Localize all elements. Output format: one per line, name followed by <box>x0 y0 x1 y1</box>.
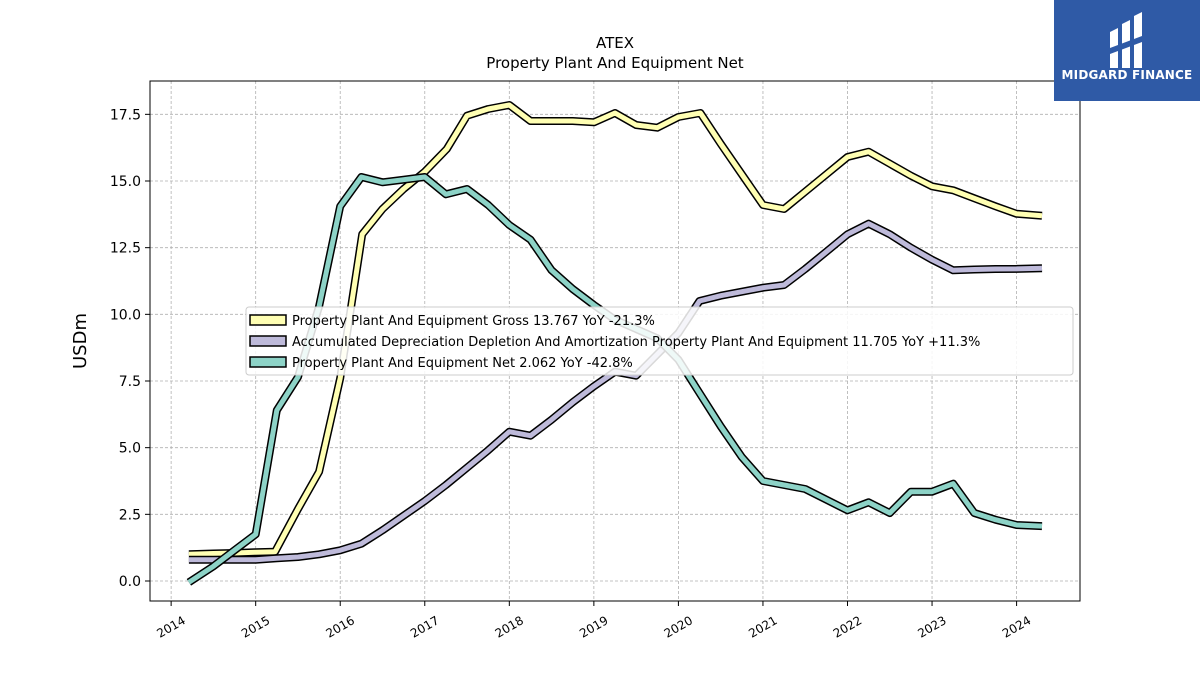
logo-mark-icon <box>1110 12 1142 68</box>
logo-text: MIDGARD FINANCE <box>1061 68 1193 82</box>
x-tick-label: 2018 <box>493 613 526 640</box>
series-line <box>187 174 1043 585</box>
y-tick-label: 7.5 <box>119 374 141 390</box>
x-tick-label: 2020 <box>662 613 695 640</box>
y-axis-label: USDm <box>70 313 91 369</box>
plot-frame <box>149 80 1081 602</box>
x-tick-label: 2023 <box>915 613 948 640</box>
y-tick-label: 12.5 <box>110 241 141 257</box>
chart-title: ATEX <box>596 34 634 52</box>
legend: Property Plant And Equipment Gross 13.76… <box>245 306 1074 376</box>
legend-entry: Property Plant And Equipment Net 2.062 Y… <box>292 356 633 371</box>
x-tick-label: 2024 <box>1000 613 1033 640</box>
series-3 <box>186 173 1043 586</box>
x-tick-label: 2016 <box>324 613 357 640</box>
x-tick-label: 2019 <box>577 613 610 640</box>
y-tick-label: 10.0 <box>110 307 141 323</box>
y-tick-label: 0.0 <box>119 574 141 590</box>
legend-swatch <box>249 314 287 326</box>
x-axis: 2014 2015 2016 2017 2018 2019 2020 2021 2022 2023… <box>154 601 1033 641</box>
legend-entry: Accumulated Depreciation Depletion And A… <box>292 335 980 350</box>
x-tick-label: 2021 <box>746 613 779 640</box>
y-axis: 0.0 2.5 5.0 7.5 10.0 12.5 15.0 17.5 <box>110 107 150 590</box>
y-tick-label: 5.0 <box>119 441 141 457</box>
legend-swatch <box>249 335 287 347</box>
x-tick-label: 2015 <box>239 613 272 640</box>
legend-swatch <box>249 356 287 368</box>
chart-subtitle: Property Plant And Equipment Net <box>486 54 743 72</box>
series-line-outline <box>188 219 1043 564</box>
y-tick-label: 2.5 <box>119 507 141 523</box>
legend-box <box>245 306 1074 376</box>
x-tick-label: 2022 <box>831 613 864 640</box>
y-tick-label: 17.5 <box>110 107 141 123</box>
x-tick-label: 2017 <box>408 613 441 640</box>
series-line-outline <box>186 173 1043 586</box>
series-line <box>188 102 1043 557</box>
logo: MIDGARD FINANCE <box>1054 0 1200 101</box>
series-1 <box>188 101 1043 559</box>
x-tick-label: 2014 <box>154 613 187 640</box>
series-layer <box>186 101 1043 586</box>
series-line <box>188 221 1043 563</box>
legend-entry: Property Plant And Equipment Gross 13.76… <box>292 314 655 329</box>
y-tick-label: 15.0 <box>110 174 141 190</box>
series-2 <box>188 219 1043 564</box>
